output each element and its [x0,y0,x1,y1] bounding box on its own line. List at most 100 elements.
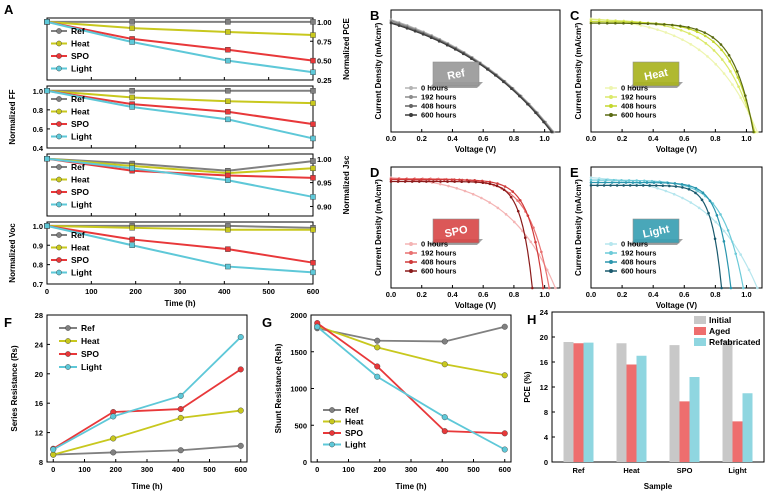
legend-label-spo: SPO [71,255,89,265]
jv-data-point [729,286,733,290]
bar-initial-light [722,340,733,462]
jv-data-point [694,191,697,195]
jv-data-point [652,181,656,184]
jv-data-point [664,31,668,34]
bar-aged-spo [679,401,690,462]
y-tick-label: 28 [35,311,43,320]
series-line-heat [46,157,314,175]
data-point-light [225,57,231,64]
x-tick-label: 0.0 [386,290,396,299]
data-point-light [110,413,117,420]
data-point-light [225,177,231,183]
jv-data-point [714,62,718,66]
legend-marker-light [65,364,71,370]
legend-marker-ref [329,407,335,413]
y-tick-label: 1.00 [317,18,332,27]
x-tick-label: 300 [141,465,154,474]
jv-data-point [589,178,593,182]
x-tick-label: 0.0 [386,134,396,143]
plot-frame [390,166,561,289]
legend-label-spo: SPO [71,119,89,129]
legend-marker-spo [329,430,335,436]
jv-data-point [664,189,668,193]
legend-marker-ref [65,325,71,331]
jv-data-point [596,181,600,184]
jv-data-point [645,181,649,184]
jv-data-point [744,94,747,97]
jv-data-point [495,184,499,188]
jv-data-point [486,68,489,71]
legend-marker [409,242,413,246]
jv-data-point [720,48,723,52]
legend-marker [409,113,413,117]
data-point-ref [310,158,316,164]
x-axis-label: Voltage (V) [455,301,497,310]
legend-label: 600 hours [621,111,656,120]
subplot-a3: 0.90 0.95 1.00 Normalized Jsc Ref Heat SPO Ligh… [44,153,351,217]
jv-data-point [706,55,709,58]
device-badge-label: SPO [444,224,470,241]
jv-data-point [516,199,519,202]
jv-data-point [726,229,730,232]
jv-data-point [696,36,699,40]
bar-aged-ref [573,343,584,462]
series-line-spo [52,368,242,450]
legend-label: 0 hours [621,84,648,93]
jv-data-point [461,52,465,56]
jv-data-point [647,26,651,29]
jv-data-point [713,237,717,241]
legend-marker-ref [56,164,62,170]
jv-data-point [596,184,599,187]
legend-label: 192 hours [421,249,456,258]
jv-data-point [646,22,650,25]
x-tick-label: 100 [85,287,98,296]
jv-data-point [465,178,469,182]
jv-data-point [494,74,497,77]
series-line-light [46,224,314,274]
legend-swatch-aged [694,327,706,335]
legend-label-light: Light [71,64,92,74]
data-point-light [501,446,508,453]
panel-label-a: A [4,2,14,17]
y-axis-label: Normalized Voc [8,223,17,283]
data-point-heat [310,32,316,38]
jv-data-point [697,206,701,210]
x-tick-label: 400 [218,287,231,296]
data-point-spo [177,406,184,413]
y-tick-label: 8 [39,458,43,467]
data-point-light [44,19,50,25]
jv-data-point [496,206,500,210]
data-point-spo [441,428,448,435]
y-tick-label: 0.95 [317,179,332,188]
data-point-ref [310,88,316,94]
legend-label-heat: Heat [71,39,90,49]
data-point-heat [129,25,135,31]
jv-data-point [447,184,450,188]
jv-data-point [624,181,628,184]
y-axis-label: Series Resistance (Rs) [10,345,19,432]
jv-data-point [712,40,715,44]
y-tick-label: 12 [35,429,43,438]
y-tick-label: 2000 [290,311,307,320]
jv-data-point [735,70,739,73]
x-tick-label: 100 [78,465,91,474]
panel-f: F 8 12 16 20 24 28 0 100 200 300 400 500 600 Time (h) S… [4,311,248,491]
data-point-spo [501,430,508,437]
jv-data-point [687,26,690,29]
jv-data-point [437,40,441,43]
data-point-heat [225,98,231,104]
legend-label-heat: Heat [71,107,90,117]
jv-data-point [509,195,513,199]
jv-data-point [662,23,666,26]
jv-data-point [397,24,401,27]
device-badge [432,61,480,87]
x-tick-label: 100 [342,465,355,474]
x-tick-label: 0.6 [478,134,488,143]
legend-label-light: Light [71,132,92,142]
jv-data-point [518,199,522,202]
x-axis-label: Time (h) [132,482,163,491]
legend-marker [409,251,413,255]
data-point-light [310,69,316,75]
data-point-heat [225,227,231,233]
series-line-heat [46,224,313,231]
